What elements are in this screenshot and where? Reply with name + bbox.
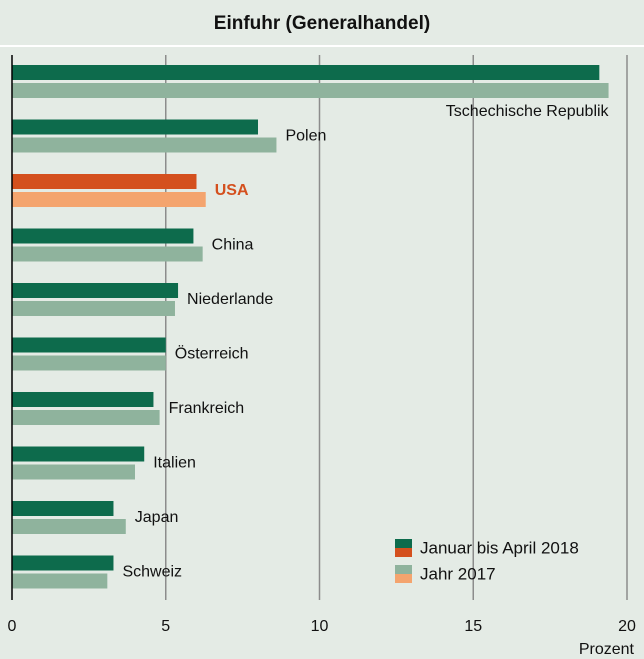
- bar: [12, 519, 126, 534]
- bar: [12, 410, 160, 425]
- legend-swatch: [395, 574, 412, 583]
- bar: [12, 355, 166, 371]
- category-label: Schweiz: [122, 564, 182, 581]
- category-label: China: [212, 237, 254, 254]
- x-tick-label: 10: [311, 618, 329, 635]
- bar: [12, 228, 194, 244]
- x-tick-label: 20: [618, 618, 636, 635]
- category-label: Tschechische Republik: [446, 103, 610, 120]
- category-label: Frankreich: [169, 400, 245, 417]
- bar: [12, 246, 203, 262]
- x-tick-label: 0: [8, 618, 17, 635]
- legend-label: Januar bis April 2018: [420, 538, 579, 557]
- bar: [12, 573, 108, 589]
- bar: [12, 337, 166, 353]
- bar: [12, 83, 609, 98]
- legend-swatch: [395, 565, 412, 574]
- bar: [12, 392, 154, 407]
- bar: [12, 137, 277, 153]
- legend-swatch: [395, 539, 412, 548]
- bar: [12, 174, 197, 189]
- category-label: Italien: [153, 455, 196, 472]
- bar: [12, 119, 258, 135]
- x-tick-label: 15: [464, 618, 482, 635]
- bar: [12, 446, 145, 462]
- bar: [12, 192, 206, 207]
- category-label: USA: [215, 182, 249, 199]
- x-axis-label: Prozent: [579, 641, 635, 658]
- category-label: Polen: [285, 128, 326, 145]
- x-tick-label: 5: [161, 618, 170, 635]
- legend-swatch: [395, 548, 412, 557]
- bar: [12, 65, 600, 80]
- bar: [12, 555, 114, 571]
- chart-title: Einfuhr (Generalhandel): [214, 13, 430, 34]
- bar: [12, 283, 179, 298]
- category-label: Niederlande: [187, 291, 273, 308]
- bar: [12, 501, 114, 516]
- category-label: Japan: [135, 509, 179, 526]
- legend-label: Jahr 2017: [420, 564, 496, 583]
- category-label: Österreich: [175, 345, 249, 363]
- bar: [12, 301, 175, 316]
- bar: [12, 464, 135, 480]
